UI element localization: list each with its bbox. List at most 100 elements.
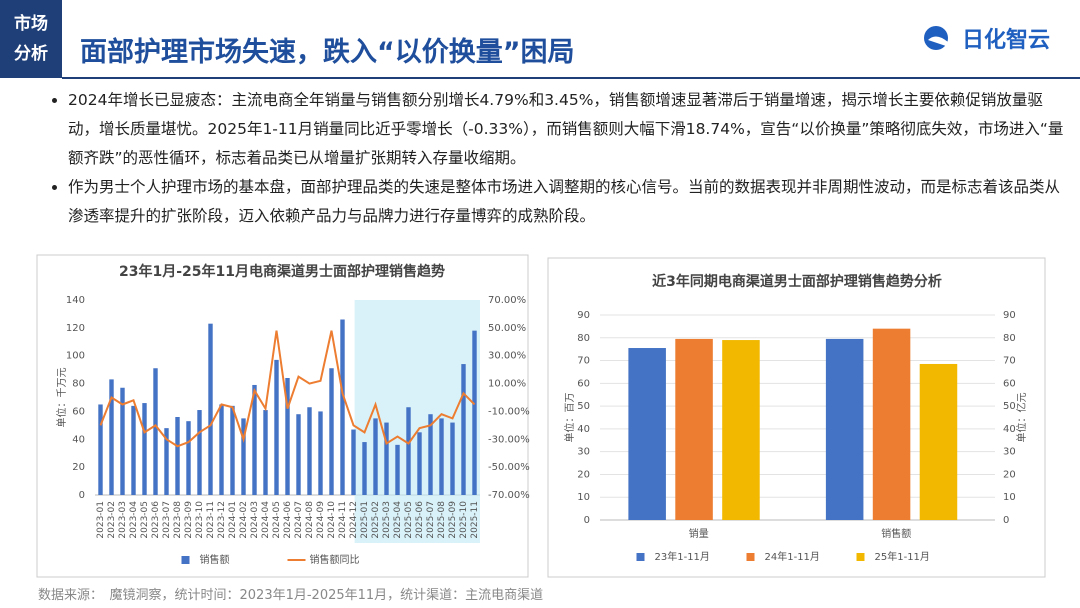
legend-swatch <box>181 556 190 564</box>
logo: 日化智云 <box>922 22 1050 54</box>
x-tick-label: 2023-02 <box>107 501 117 539</box>
x-tick-label: 2024-08 <box>305 501 315 539</box>
section-tag: 市场 分析 <box>0 0 62 78</box>
y-tick-label: 0 <box>584 515 590 526</box>
bar <box>285 378 290 495</box>
y-tick-label: 90 <box>577 310 590 321</box>
x-tick-label: 2023-03 <box>118 501 128 539</box>
bar <box>329 368 334 495</box>
y2-tick-label: 10.00% <box>488 379 526 390</box>
bar <box>219 404 224 495</box>
bar <box>131 405 136 495</box>
x-tick-label: 销售额 <box>881 527 911 540</box>
x-tick-label: 2023-05 <box>140 501 150 539</box>
x-tick-label: 2025-07 <box>426 501 436 539</box>
bar <box>340 319 345 495</box>
bar <box>384 422 389 495</box>
x-tick-label: 2024-06 <box>283 501 293 539</box>
x-tick-label: 2025-03 <box>382 501 392 539</box>
bullet: 作为男士个人护理市场的基本盘，面部护理品类的失速是整体市场进入调整期的核心信号。… <box>68 173 1068 231</box>
bar <box>461 364 466 495</box>
bar <box>450 422 455 495</box>
x-tick-label: 2023-09 <box>184 501 194 539</box>
bar <box>274 359 279 495</box>
x-tick-label: 2023-06 <box>151 501 161 539</box>
chart-frame <box>36 254 529 578</box>
y-tick-label: 80 <box>72 379 85 390</box>
y-tick-label: 40 <box>72 434 85 445</box>
y2-tick-label: 90 <box>1003 310 1016 321</box>
y-tick-label: 70 <box>577 356 590 367</box>
legend-swatch <box>746 553 755 561</box>
legend-label: 23年1-11月 <box>655 550 710 563</box>
y-tick-label: 20 <box>577 469 590 480</box>
bar <box>362 442 367 495</box>
y2-tick-label: 30 <box>1003 447 1016 458</box>
x-tick-label: 2023-11 <box>206 501 216 539</box>
x-tick-label: 2025-11 <box>470 501 480 539</box>
x-tick-label: 2025-04 <box>393 501 403 539</box>
bar <box>186 421 191 495</box>
x-tick-label: 2024-10 <box>327 501 337 539</box>
x-tick-label: 2023-07 <box>162 501 172 539</box>
y-tick-label: 60 <box>72 406 85 417</box>
legend-label: 销售额 <box>200 553 230 566</box>
bar <box>109 379 114 495</box>
x-tick-label: 销量 <box>689 527 709 540</box>
bar <box>296 414 301 495</box>
legend-swatch <box>856 553 865 561</box>
bar <box>307 407 312 495</box>
x-tick-label: 2025-09 <box>448 501 458 539</box>
bar <box>230 405 235 495</box>
y2-tick-label: 70.00% <box>488 295 526 306</box>
bar <box>417 432 422 495</box>
y2-tick-label: -50.00% <box>488 462 530 473</box>
bar <box>142 403 147 495</box>
y-tick-label: 140 <box>66 295 85 306</box>
y-tick-label: 80 <box>577 333 590 344</box>
x-tick-label: 2023-04 <box>129 501 139 539</box>
bar <box>675 338 713 520</box>
tag-line: 市场 <box>14 14 48 34</box>
bar <box>628 348 666 520</box>
y2-tick-label: 50.00% <box>488 323 526 334</box>
y2-tick-label: 50 <box>1003 401 1016 412</box>
bar <box>472 330 477 495</box>
y-tick-label: 40 <box>577 424 590 435</box>
y-tick-label: 0 <box>79 490 85 501</box>
logo-icon <box>923 26 952 50</box>
y2-tick-label: -10.00% <box>488 406 530 417</box>
y2-axis-label: 单位：亿元 <box>1015 393 1028 443</box>
legend-label: 销售额同比 <box>310 553 360 566</box>
y-tick-label: 120 <box>66 323 85 334</box>
bullet-list: 2024年增长已显疲态：主流电商全年销量与销售额分别增长4.79%和3.45%，… <box>44 86 1068 231</box>
x-tick-label: 2024-04 <box>261 501 271 539</box>
y2-tick-label: 20 <box>1003 469 1016 480</box>
source-note: 数据来源： 魔镜洞察，统计时间：2023年1月-2025年11月，统计渠道：主流… <box>38 588 544 603</box>
bar <box>263 410 268 495</box>
x-tick-label: 2023-01 <box>96 501 106 539</box>
legend-label: 25年1-11月 <box>875 550 930 563</box>
y-tick-label: 10 <box>577 492 590 503</box>
bar <box>98 404 103 495</box>
y2-tick-label: 10 <box>1003 492 1016 503</box>
bar <box>428 414 433 495</box>
bullet: 2024年增长已显疲态：主流电商全年销量与销售额分别增长4.79%和3.45%，… <box>68 86 1068 173</box>
bar <box>919 363 958 520</box>
y2-tick-label: 60 <box>1003 378 1016 389</box>
legend-swatch <box>636 553 645 561</box>
highlight-band <box>354 300 480 543</box>
y-tick-label: 20 <box>72 462 85 473</box>
x-tick-label: 2024-01 <box>228 501 238 539</box>
logo-text: 日化智云 <box>961 28 1050 53</box>
y-axis-label: 单位：千万元 <box>55 368 68 428</box>
y2-tick-label: 40 <box>1003 424 1016 435</box>
bar <box>351 429 356 495</box>
y2-tick-label: -70.00% <box>488 490 530 501</box>
y-tick-label: 100 <box>66 351 85 362</box>
y-tick-label: 30 <box>577 447 590 458</box>
bar <box>872 328 911 520</box>
chart-title: 23年1月-25年11月电商渠道男士面部护理销售趋势 <box>119 263 445 280</box>
y2-tick-label: 80 <box>1003 333 1016 344</box>
